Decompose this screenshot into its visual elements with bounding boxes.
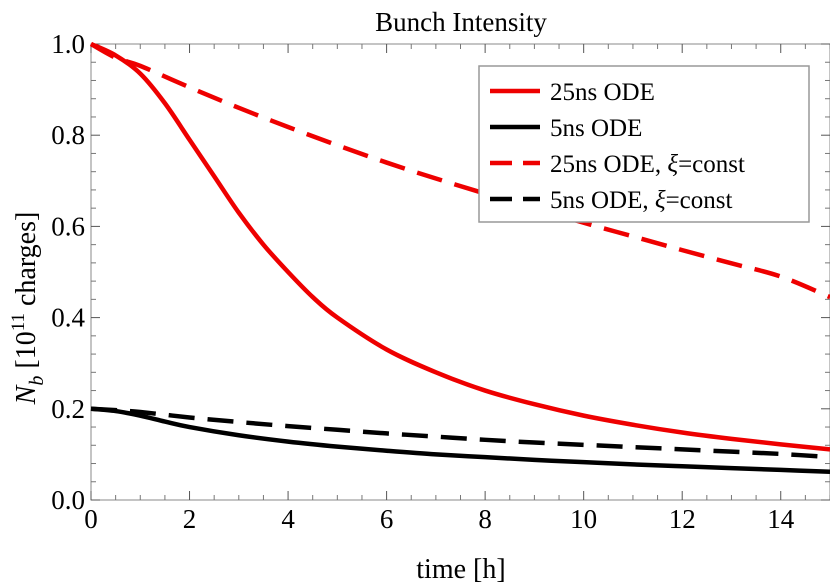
- x-tick-label: 14: [767, 504, 795, 534]
- x-tick-label: 0: [84, 504, 98, 534]
- x-tick-label: 8: [478, 504, 492, 534]
- y-label-suffix: charges]: [11, 212, 42, 313]
- y-label-symbol: N: [11, 384, 42, 405]
- series-25ns-ode-xi-const: [89, 42, 830, 300]
- y-axis-label: Nb [1011 charges]: [8, 212, 48, 406]
- y-tick-label: 0.4: [51, 303, 85, 333]
- y-label-exponent: 11: [8, 313, 29, 331]
- x-tick-label: 6: [380, 504, 394, 534]
- axis-ticks: [90, 43, 830, 501]
- series-layer: [89, 41, 830, 474]
- tick-labels: 0 2 4 6 8 10 12 14 0.0 0.2 0.4 0.6 0.8 1.0: [51, 29, 794, 534]
- y-tick-label: 0.6: [51, 211, 85, 241]
- legend-label: 5ns ODE: [550, 115, 642, 142]
- y-label-subscript: b: [26, 376, 48, 386]
- x-tick-label: 4: [281, 504, 295, 534]
- series-5ns-ode-xi-const: [90, 406, 830, 460]
- y-tick-label: 0.8: [51, 120, 85, 150]
- x-axis-label: time [h]: [416, 554, 505, 585]
- x-tick-label: 2: [183, 504, 197, 534]
- legend-item-5ns-ode: 5ns ODE: [490, 115, 642, 142]
- y-tick-label: 0.2: [51, 394, 85, 424]
- chart-title: Bunch Intensity: [375, 7, 547, 37]
- y-label-prefix: [10: [11, 331, 42, 375]
- x-tick-label: 12: [669, 504, 696, 534]
- series-5ns-ode: [90, 406, 830, 474]
- legend-item-25ns-ode: 25ns ODE: [490, 79, 655, 106]
- y-tick-label: 0.0: [51, 485, 85, 515]
- legend-label: 5ns ODE, ξ=const: [550, 187, 733, 214]
- legend-item-25ns-ode-xi-const: 25ns ODE, ξ=const: [490, 151, 745, 178]
- legend-label: 25ns ODE: [550, 79, 655, 106]
- series-25ns-ode: [90, 41, 830, 452]
- legend-item-5ns-ode-xi-const: 5ns ODE, ξ=const: [490, 187, 733, 214]
- legend: 25ns ODE 5ns ODE 25ns ODE, ξ=const 5ns ODE,…: [478, 65, 810, 223]
- x-tick-label: 10: [570, 504, 597, 534]
- y-tick-label: 1.0: [51, 29, 85, 59]
- legend-label: 25ns ODE, ξ=const: [550, 151, 745, 178]
